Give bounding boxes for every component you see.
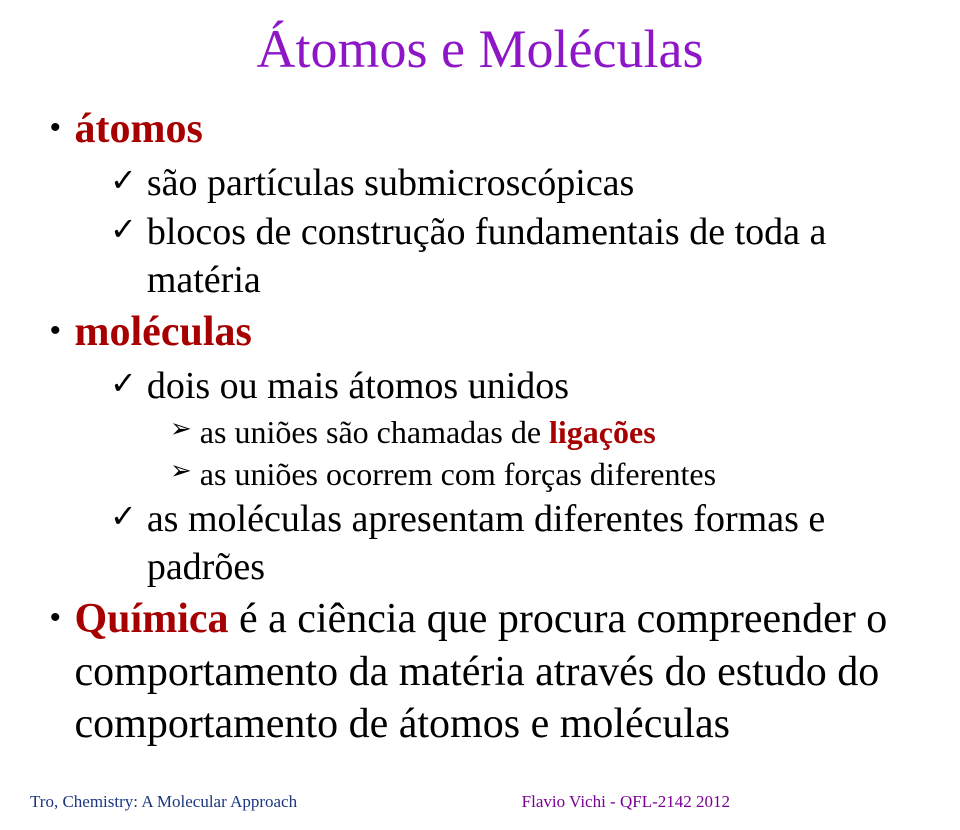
arrow-icon: ➢ — [170, 414, 192, 443]
bullet-text: átomos — [75, 103, 203, 156]
bullet-text: são partículas submicroscópicas — [147, 160, 635, 208]
checkmark-icon: ✓ — [110, 163, 137, 198]
text-segment: ligações — [549, 414, 656, 450]
bullet-dot-icon: • — [50, 603, 61, 633]
arrow-icon: ➢ — [170, 456, 192, 485]
bullet-level-3: ➢ as uniões ocorrem com forças diferentes — [170, 454, 910, 494]
bullet-level-1: • moléculas — [50, 306, 910, 359]
bullet-text: blocos de construção fundamentais de tod… — [147, 209, 910, 304]
bullet-level-3: ➢ as uniões são chamadas de ligações — [170, 412, 910, 452]
footer-left: Tro, Chemistry: A Molecular Approach — [30, 792, 297, 812]
bullet-level-1: • Química é a ciência que procura compree… — [50, 593, 910, 751]
slide-title: Átomos e Moléculas — [50, 20, 910, 79]
bullet-text: as moléculas apresentam diferentes forma… — [147, 496, 910, 591]
text-segment: moléculas — [75, 309, 252, 355]
bullet-text: Química é a ciência que procura compreen… — [75, 593, 910, 751]
bullet-text: as uniões ocorrem com forças diferentes — [200, 454, 716, 494]
bullet-content: •átomos✓são partículas submicroscópicas✓… — [50, 103, 910, 751]
text-segment: dois ou mais átomos unidos — [147, 365, 569, 407]
text-segment: as moléculas apresentam diferentes forma… — [147, 498, 825, 588]
text-segment: as uniões são chamadas de — [200, 414, 549, 450]
bullet-level-2: ✓ dois ou mais átomos unidos — [110, 363, 910, 411]
footer: Tro, Chemistry: A Molecular Approach Fla… — [0, 792, 960, 812]
bullet-level-2: ✓ as moléculas apresentam diferentes form… — [110, 496, 910, 591]
bullet-dot-icon: • — [50, 113, 61, 143]
text-segment: Química — [75, 596, 229, 642]
bullet-text: moléculas — [75, 306, 252, 359]
checkmark-icon: ✓ — [110, 212, 137, 247]
text-segment: são partículas submicroscópicas — [147, 162, 635, 204]
text-segment: átomos — [75, 106, 203, 152]
bullet-dot-icon: • — [50, 316, 61, 346]
bullet-text: as uniões são chamadas de ligações — [200, 412, 656, 452]
text-segment: blocos de construção fundamentais de tod… — [147, 211, 827, 301]
checkmark-icon: ✓ — [110, 366, 137, 401]
footer-right: Flavio Vichi - QFL-2142 2012 — [522, 792, 920, 812]
bullet-level-1: • átomos — [50, 103, 910, 156]
text-segment: as uniões ocorrem com forças diferentes — [200, 456, 716, 492]
bullet-level-2: ✓ são partículas submicroscópicas — [110, 160, 910, 208]
bullet-text: dois ou mais átomos unidos — [147, 363, 569, 411]
checkmark-icon: ✓ — [110, 499, 137, 534]
slide: Átomos e Moléculas • átomos ✓ são partícula… — [0, 0, 960, 830]
bullet-level-2: ✓ blocos de construção fundamentais de to… — [110, 209, 910, 304]
